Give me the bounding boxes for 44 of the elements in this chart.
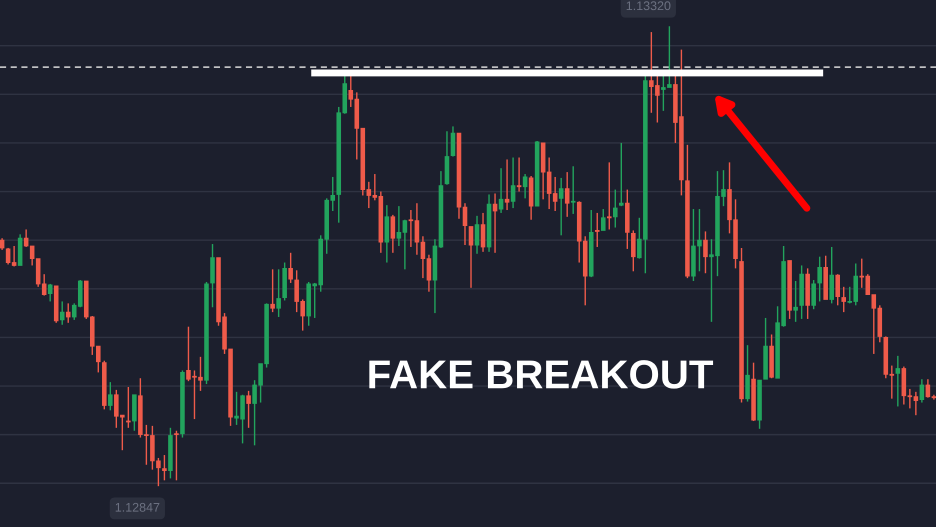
- candlestick: [613, 188, 618, 228]
- candlestick: [558, 177, 564, 236]
- candlestick: [0, 238, 4, 251]
- candlestick: [896, 355, 900, 408]
- candlestick: [570, 166, 576, 215]
- candlestick: [162, 454, 167, 482]
- annotation: 1.13320: [626, 1, 670, 10]
- candlestick: [835, 274, 840, 306]
- candlestick: [631, 230, 636, 272]
- candlestick: [60, 300, 65, 326]
- candlestick: [606, 162, 612, 230]
- candlestick: [510, 156, 516, 209]
- candlestick: [817, 256, 822, 302]
- annotation: FAKE BREAKOUT: [369, 360, 714, 389]
- candlestick: [270, 268, 275, 313]
- candlestick: [474, 215, 480, 254]
- candlestick: [504, 158, 510, 211]
- candlestick: [516, 156, 522, 192]
- candlestick: [811, 279, 816, 310]
- candlestick: [174, 430, 179, 482]
- candlestick: [48, 283, 52, 302]
- candlestick: [468, 226, 474, 289]
- candlestick: [246, 390, 251, 429]
- annotation: 1.12847: [116, 502, 160, 512]
- candlestick: [841, 286, 846, 313]
- candlestick: [126, 386, 131, 429]
- candlestick: [703, 230, 708, 274]
- candlestick: [288, 252, 293, 284]
- candlestick: [793, 280, 798, 323]
- candlestick: [498, 168, 504, 214]
- candlestick: [920, 378, 924, 404]
- candlestick: [619, 142, 624, 207]
- candlestick: [564, 171, 570, 218]
- candlestick: [522, 173, 528, 200]
- candlestick: [450, 126, 456, 158]
- candlestick: [66, 302, 71, 324]
- candlestick: [276, 268, 281, 318]
- candlestick: [108, 381, 113, 412]
- candlestick: [492, 192, 498, 254]
- candlestick: [745, 344, 750, 402]
- candlestick: [600, 208, 606, 232]
- candlestick: [390, 214, 396, 254]
- candlestick: [480, 212, 486, 253]
- candlestick: [594, 212, 600, 248]
